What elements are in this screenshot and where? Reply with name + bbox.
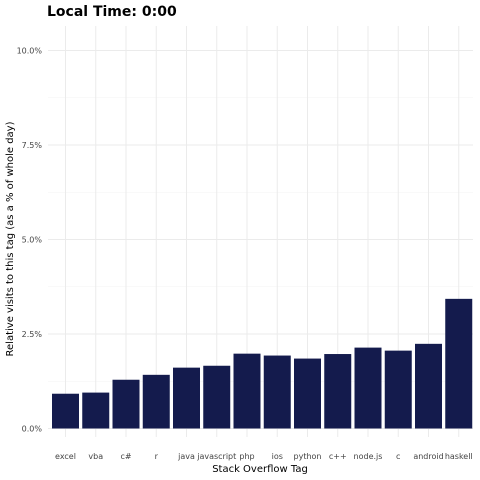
bars [52,298,473,429]
x-tick-label: node.js [354,452,383,461]
bar-android [415,343,442,429]
y-axis-title: Relative visits to this tag (as a % of w… [5,121,16,356]
x-tick-label: haskell [445,452,473,461]
bar-c# [112,379,140,429]
x-tick-label: c# [120,452,131,461]
bar-node.js [354,347,382,429]
bar-java [173,367,200,429]
bar-haskell [445,298,473,429]
x-tick-label: ios [272,452,283,461]
x-tick-label: c [396,452,400,461]
x-tick-label: vba [88,452,103,461]
bar-vba [82,392,110,429]
bar-r [142,374,170,429]
y-tick-label: 0.0% [22,425,43,434]
x-tick-label: php [239,452,254,461]
bar-ios [263,355,291,429]
bar-c++ [324,354,352,429]
x-axis-title: Stack Overflow Tag [212,464,308,475]
x-tick-label: r [155,452,159,461]
x-tick-label: python [294,452,322,461]
bar-javascript [203,365,231,429]
x-tick-label: excel [55,452,76,461]
bar-c [384,350,412,429]
y-tick-label: 10.0% [17,47,43,56]
x-tick-label: c++ [329,452,347,461]
y-tick-label: 7.5% [22,141,43,150]
bar-python [294,358,321,429]
bar-php [233,353,261,429]
y-axis-ticks: 0.0% 2.5% 5.0% 7.5% 10.0% [17,47,43,434]
x-tick-label: javascript [196,452,236,461]
y-tick-label: 2.5% [22,330,43,339]
x-axis-ticks: excel vba c# r java javascript php ios python c++… [55,452,473,461]
y-tick-label: 5.0% [22,236,43,245]
bar-excel [52,393,79,429]
x-tick-label: java [177,452,195,461]
chart-title: Local Time: 0:00 [47,4,177,20]
x-tick-label: android [413,452,443,461]
